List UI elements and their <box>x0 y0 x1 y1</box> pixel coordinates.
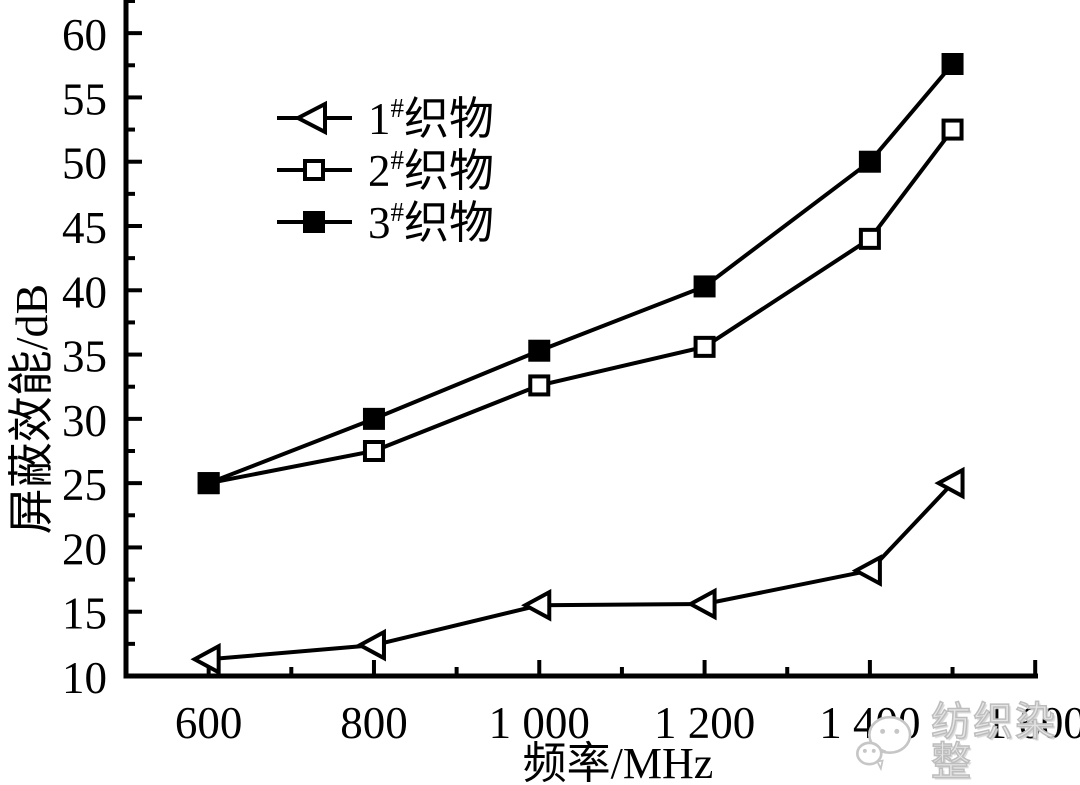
x-ticks: 600 800 1 000 1 200 1 400 1 600 <box>175 660 1080 748</box>
filled-square-marker <box>941 53 964 75</box>
legend-item-3: 3#织物 <box>277 197 494 248</box>
series-2-line <box>208 128 955 486</box>
y-tick-label: 60 <box>62 10 107 60</box>
y-tick-label: 30 <box>62 396 107 446</box>
y-tick-label: 20 <box>62 524 107 574</box>
legend-label: 3#织物 <box>368 197 494 248</box>
y-tick-label: 50 <box>62 139 107 189</box>
filled-square-marker <box>693 275 716 298</box>
y-tick-label: 40 <box>62 267 107 317</box>
y-tick-label: 25 <box>62 460 107 510</box>
open-square-marker <box>362 440 385 462</box>
legend-label: 2#织物 <box>368 145 494 196</box>
x-tick-label: 1 000 <box>489 698 590 748</box>
open-square-marker <box>528 374 551 397</box>
legend-item-2: 2#织物 <box>277 145 494 196</box>
series-3 <box>197 53 964 495</box>
y-tick-label: 55 <box>62 74 107 124</box>
triangle-left-marker <box>355 628 386 662</box>
filled-square-marker <box>858 150 881 173</box>
series-1 <box>190 466 965 676</box>
legend-item-1: 1#织物 <box>277 93 494 144</box>
triangle-left-marker <box>190 642 221 676</box>
triangle-left-marker <box>686 587 717 621</box>
open-square-marker <box>858 227 881 250</box>
filled-square-marker <box>528 339 551 362</box>
filled-square-marker <box>303 211 325 233</box>
open-square-marker <box>941 118 964 141</box>
series-1-line <box>208 481 954 662</box>
triangle-left-marker <box>851 554 882 587</box>
open-square-marker <box>303 159 325 181</box>
y-tick-label: 10 <box>62 653 107 703</box>
x-tick-label: 800 <box>340 698 408 748</box>
y-axis-title: 屏蔽效能/dB <box>6 284 57 534</box>
legend-label: 1#织物 <box>368 93 494 144</box>
y-tick-label: 15 <box>62 589 107 639</box>
filled-square-marker <box>197 472 220 495</box>
y-ticks: 10 15 20 25 30 35 40 45 50 55 60 <box>62 0 142 703</box>
triangle-left-marker <box>293 100 327 136</box>
open-square-marker <box>693 335 716 358</box>
y-tick-label: 45 <box>62 203 107 253</box>
series-3-line <box>207 62 955 486</box>
y-tick-label: 35 <box>62 332 107 382</box>
x-axis-title: 频率/MHz <box>523 739 714 785</box>
filled-square-marker <box>362 407 385 430</box>
triangle-left-marker <box>934 466 965 500</box>
x-tick-label: 1 600 <box>985 698 1080 748</box>
legend: 1#织物2#织物3#织物 <box>277 93 494 248</box>
x-tick-label: 1 200 <box>654 698 755 748</box>
x-tick-label: 1 400 <box>819 698 920 748</box>
x-tick-label: 600 <box>175 698 243 748</box>
triangle-left-marker <box>521 588 552 622</box>
